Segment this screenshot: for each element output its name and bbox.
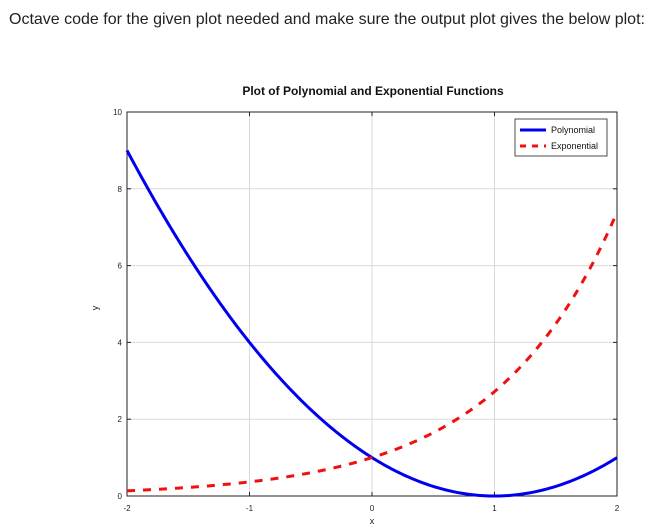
x-tick-label: 0 [370, 504, 375, 513]
question-text: Octave code for the given plot needed an… [9, 11, 645, 28]
legend-label-polynomial: Polynomial [551, 125, 595, 135]
x-tick-label: 2 [615, 504, 620, 513]
x-tick-label: -1 [246, 504, 254, 513]
x-tick-label: 1 [492, 504, 497, 513]
y-tick-label: 10 [113, 108, 122, 117]
legend: Polynomial Exponential [514, 118, 608, 157]
series-line-exponential [126, 211, 619, 493]
y-tick-label: 0 [118, 492, 123, 501]
legend-label-exponential: Exponential [551, 141, 598, 151]
y-tick-label: 8 [118, 185, 123, 194]
chart-title: Plot of Polynomial and Exponential Funct… [242, 84, 504, 98]
y-tick-label: 4 [118, 338, 123, 347]
y-tick-label: 6 [118, 262, 123, 271]
x-axis-label: x [370, 516, 375, 526]
y-tick-label: 2 [118, 415, 123, 424]
x-tick-label: -2 [123, 504, 131, 513]
y-axis-label: y [90, 305, 100, 310]
legend-box [514, 118, 608, 157]
